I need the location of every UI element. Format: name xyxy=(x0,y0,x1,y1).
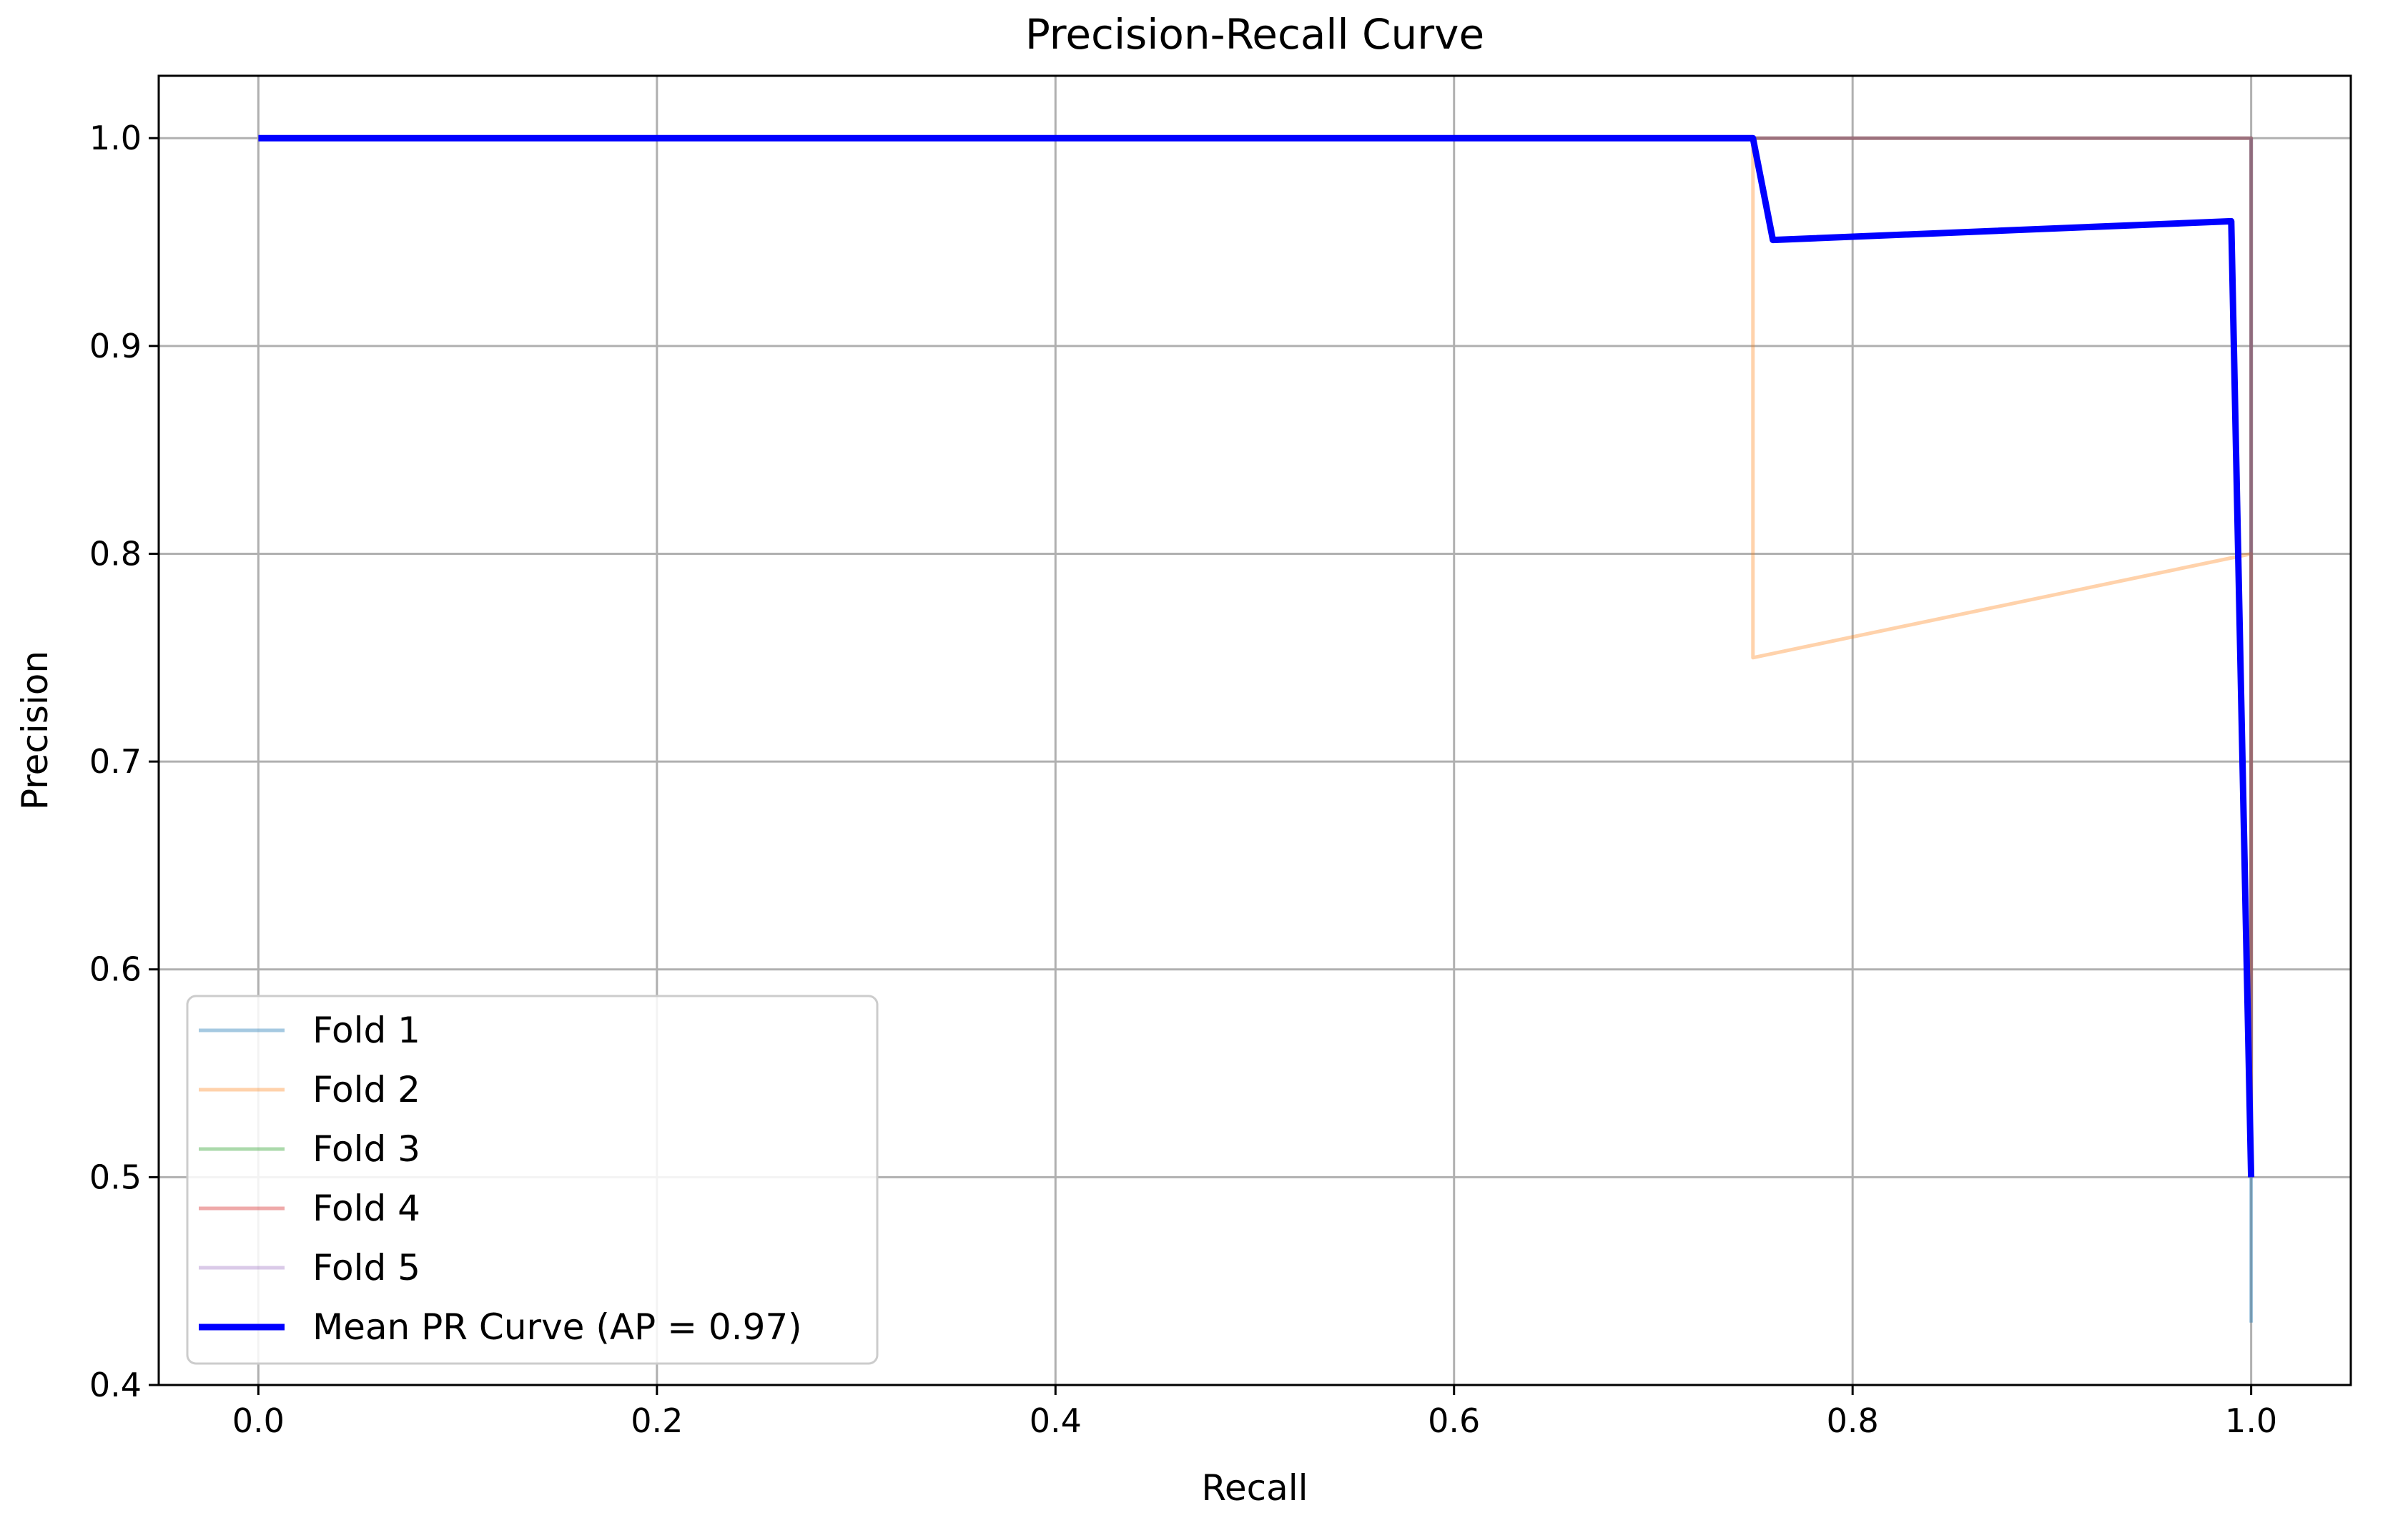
legend-label: Fold 5 xyxy=(312,1247,420,1288)
y-axis-label: Precision xyxy=(14,651,56,810)
legend-label: Fold 3 xyxy=(312,1128,420,1170)
chart-title: Precision-Recall Curve xyxy=(1025,10,1484,59)
x-tick-label: 0.0 xyxy=(232,1401,285,1440)
y-tick-label: 1.0 xyxy=(89,119,142,157)
legend: Fold 1 Fold 2 Fold 3 Fold 4 Fold 5 Mean PR Cu… xyxy=(186,995,879,1365)
legend-label: Fold 4 xyxy=(312,1188,420,1229)
legend-box xyxy=(186,995,879,1365)
x-tick-label: 0.8 xyxy=(1827,1401,1879,1440)
y-tick-label: 0.9 xyxy=(89,327,142,365)
x-axis-label: Recall xyxy=(1201,1467,1308,1509)
axes-frame xyxy=(157,74,2352,1386)
x-tick-label: 0.4 xyxy=(1030,1401,1082,1440)
y-tick-label: 0.6 xyxy=(89,950,142,989)
y-tick-label: 0.7 xyxy=(89,742,142,781)
y-tick-label: 0.5 xyxy=(89,1158,142,1196)
x-tick-label: 0.6 xyxy=(1428,1401,1480,1440)
y-tick-label: 0.4 xyxy=(89,1366,142,1404)
legend-label: Fold 1 xyxy=(312,1010,420,1051)
y-tick-label: 0.8 xyxy=(89,534,142,573)
x-tick-label: 1.0 xyxy=(2225,1401,2277,1440)
ticks-layer: 0.0 0.2 0.4 0.6 0.8 1.0 0.4 0.5 0.6 0.7 0.8 0.9 1.0 xyxy=(89,119,2277,1440)
legend-label: Mean PR Curve (AP = 0.97) xyxy=(312,1306,802,1348)
x-tick-label: 0.2 xyxy=(631,1401,683,1440)
series-layer xyxy=(258,134,2255,1323)
mean-pr-curve-line xyxy=(258,134,2255,1178)
legend-label: Fold 2 xyxy=(312,1069,420,1110)
